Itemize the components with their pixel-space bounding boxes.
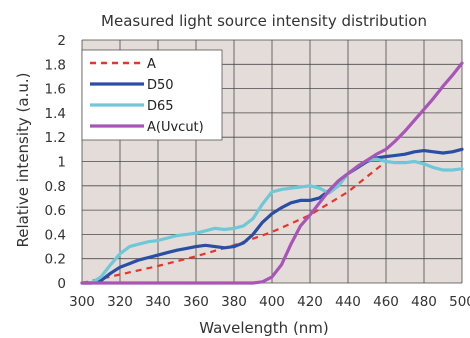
y-tick-label: 1.2 — [45, 130, 66, 146]
y-tick-label: 0.2 — [45, 252, 66, 268]
y-tick-label: 0.8 — [45, 179, 66, 195]
x-tick-labels: 300 320 340 360 380 400 420 440 460 480 500 — [69, 294, 470, 310]
x-tick-label: 360 — [183, 294, 209, 310]
x-tick-label: 420 — [297, 294, 323, 310]
y-tick-label: 0 — [57, 276, 66, 292]
y-axis-title: Relative intensity (a.u.) — [14, 73, 32, 248]
legend-label-2: D65 — [147, 99, 174, 114]
legend-label-0: A — [147, 57, 156, 72]
x-tick-label: 380 — [221, 294, 247, 310]
x-tick-label: 320 — [107, 294, 133, 310]
x-tick-label: 340 — [145, 294, 171, 310]
y-tick-label: 0.6 — [45, 203, 66, 219]
x-tick-label: 400 — [259, 294, 285, 310]
x-tick-label: 480 — [411, 294, 437, 310]
y-tick-label: 1.4 — [45, 106, 66, 122]
legend-label-1: D50 — [147, 78, 174, 93]
y-tick-label: 0.4 — [45, 227, 66, 243]
series-line-2 — [80, 157, 464, 285]
x-tick-label: 460 — [373, 294, 399, 310]
y-tick-label: 1 — [57, 155, 66, 171]
legend-label-3: A(Uvcut) — [147, 120, 204, 135]
x-tick-label: 440 — [335, 294, 361, 310]
y-tick-label: 1.6 — [45, 82, 66, 98]
x-tick-label: 300 — [69, 294, 95, 310]
chart-title: Measured light source intensity distribu… — [101, 12, 427, 30]
y-tick-labels: 0 0.2 0.4 0.6 0.8 1 1.2 1.4 1.6 1.8 2 — [45, 33, 66, 292]
series-lines — [80, 61, 464, 285]
series-line-1 — [80, 147, 464, 285]
x-axis-title: Wavelength (nm) — [199, 319, 329, 337]
y-tick-label: 1.8 — [45, 57, 66, 73]
x-tick-label: 500 — [449, 294, 470, 310]
series-line-3 — [80, 61, 464, 285]
legend: A D50 D65 A(Uvcut) — [81, 49, 223, 141]
y-tick-label: 2 — [57, 33, 66, 49]
